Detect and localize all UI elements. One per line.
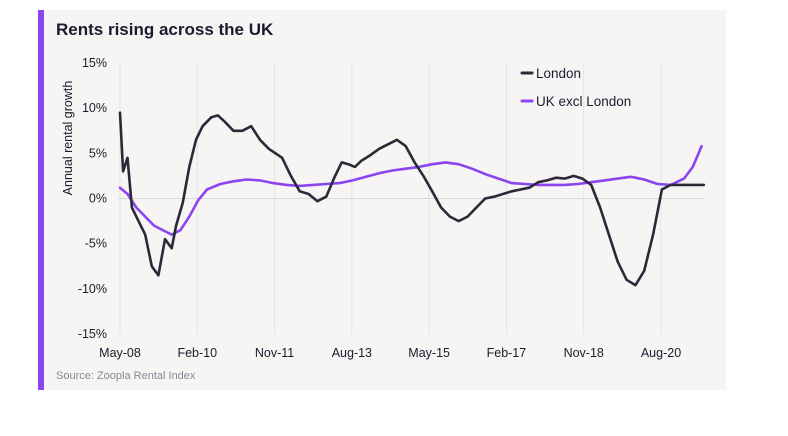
y-axis-label: Annual rental growth bbox=[61, 81, 75, 196]
x-tick-label: Aug-20 bbox=[641, 346, 681, 360]
x-tick-label: Nov-18 bbox=[564, 346, 604, 360]
series bbox=[118, 111, 706, 287]
x-tick-label: May-08 bbox=[99, 346, 141, 360]
y-tick-label: 0% bbox=[89, 192, 107, 206]
y-tick-label: -10% bbox=[78, 282, 107, 296]
y-tick-label: 10% bbox=[82, 101, 107, 115]
chart-card bbox=[38, 10, 726, 390]
x-tick-label: Aug-13 bbox=[332, 346, 372, 360]
legend-label: London bbox=[536, 66, 581, 81]
series-line-uk-excl-london bbox=[118, 144, 703, 236]
y-tick-label: -5% bbox=[85, 237, 107, 251]
x-tick-label: Feb-17 bbox=[487, 346, 527, 360]
x-tick-label: May-15 bbox=[408, 346, 450, 360]
chart-title: Rents rising across the UK bbox=[56, 20, 274, 39]
y-tick-label: 15% bbox=[82, 56, 107, 70]
series-line-london bbox=[118, 111, 706, 287]
y-tick-label: -15% bbox=[78, 327, 107, 341]
x-tick-label: Nov-11 bbox=[255, 346, 294, 360]
y-tick-label: 5% bbox=[89, 146, 107, 160]
legend: London UK excl London bbox=[520, 66, 631, 109]
accent-bar bbox=[38, 10, 44, 390]
legend-label: UK excl London bbox=[536, 94, 631, 109]
x-tick-label: Feb-10 bbox=[177, 346, 217, 360]
source-note: Source: Zoopla Rental Index bbox=[56, 370, 196, 382]
grid bbox=[118, 62, 705, 334]
tick-labels: 15% 10% 5% 0% -5% -10% -15% May-08 Feb-10 Nov-11 A… bbox=[78, 56, 681, 360]
